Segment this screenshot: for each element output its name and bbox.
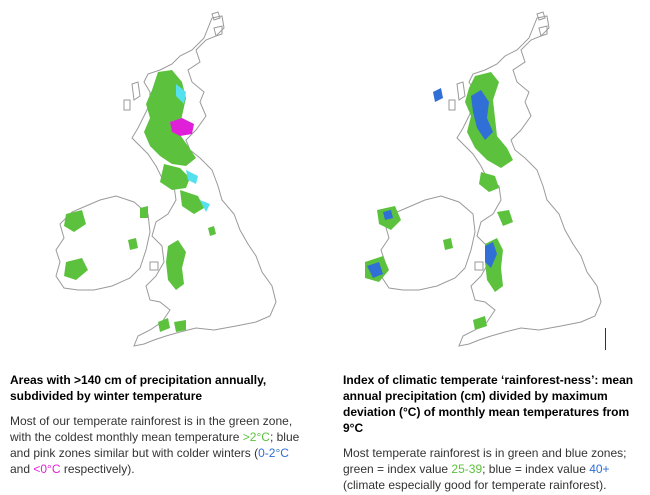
zone-cyan xyxy=(200,200,210,212)
zone-green xyxy=(473,316,487,330)
index-zones-right xyxy=(365,72,513,330)
caption-left: Areas with >140 cm of precipitation annu… xyxy=(10,372,310,477)
zone-cyan xyxy=(176,84,186,104)
green-threshold: >2°C xyxy=(242,430,270,444)
zone-blue xyxy=(433,88,443,102)
zone-blue xyxy=(471,90,493,140)
green-index-range: 25-39 xyxy=(451,462,483,476)
caption-right-title: Index of climatic temperate ‘rainforest-… xyxy=(343,373,634,435)
zone-green xyxy=(443,238,453,250)
zone-green xyxy=(158,318,170,332)
zone-green xyxy=(64,210,86,232)
caption-left-body-3: and xyxy=(10,462,34,476)
caption-right-body-3: (climate especially good for temperate r… xyxy=(343,478,607,492)
zone-blue xyxy=(485,242,497,268)
caption-left-title: Areas with >140 cm of precipitation annu… xyxy=(10,373,267,403)
blue-threshold: 0-2°C xyxy=(258,446,289,460)
map-winter-temperature xyxy=(0,0,325,360)
zone-green xyxy=(180,190,204,214)
zone-green xyxy=(208,226,216,236)
scale-tick-mark xyxy=(605,328,606,350)
caption-right: Index of climatic temperate ‘rainforest-… xyxy=(343,372,643,493)
zone-blue xyxy=(383,210,393,220)
caption-left-body-2: ; blue and pink zones similar but with c… xyxy=(10,430,300,460)
zone-green xyxy=(140,206,148,218)
zone-green xyxy=(128,238,138,250)
zone-green xyxy=(166,240,186,290)
zone-pink xyxy=(170,118,194,136)
caption-right-body: Most temperate rainforest is in green an… xyxy=(343,445,643,493)
map-rainforest-index xyxy=(325,0,650,360)
zone-green xyxy=(497,210,513,226)
blue-index-range: 40+ xyxy=(589,462,610,476)
zone-cyan xyxy=(186,170,198,184)
caption-right-body-2: ; blue = index value xyxy=(482,462,590,476)
precipitation-zones-left xyxy=(64,70,216,332)
zone-green xyxy=(160,164,190,190)
caption-right-body-1: Most temperate rainforest is in green an… xyxy=(343,446,627,476)
caption-left-body-4: respectively). xyxy=(60,462,135,476)
zone-green xyxy=(64,258,88,280)
caption-left-body-1: Most of our temperate rainforest is in t… xyxy=(10,414,293,444)
pink-threshold: <0°C xyxy=(33,462,61,476)
caption-left-body: Most of our temperate rainforest is in t… xyxy=(10,413,310,477)
zone-green xyxy=(144,70,196,166)
zone-green xyxy=(174,320,186,332)
zone-green xyxy=(479,172,499,192)
zone-blue xyxy=(367,262,383,278)
